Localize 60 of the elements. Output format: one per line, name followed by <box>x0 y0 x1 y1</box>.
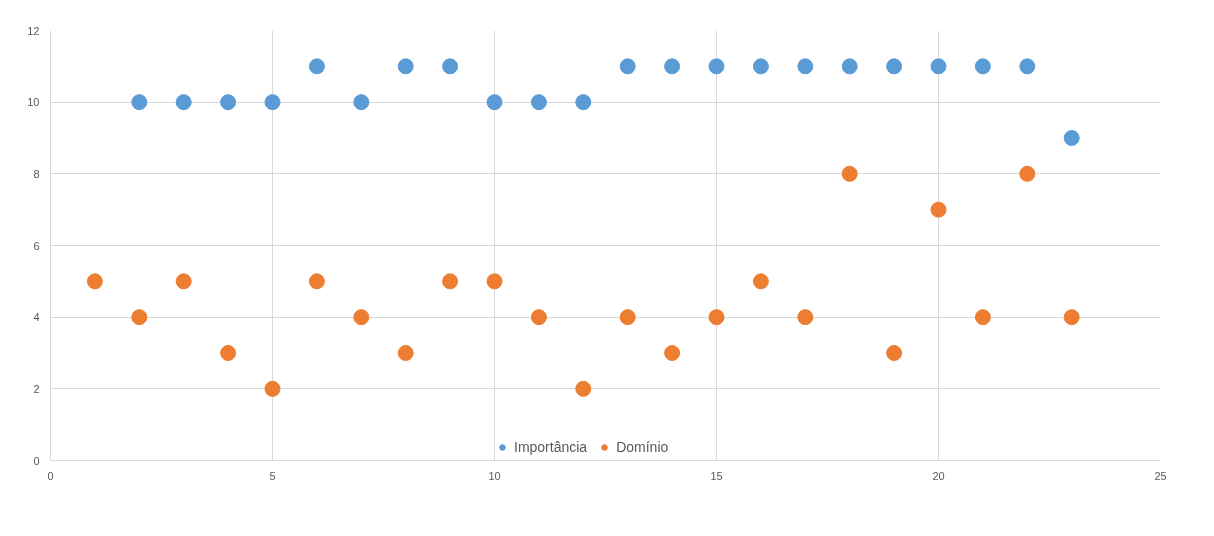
point <box>575 380 592 397</box>
y-tick-label: 6 <box>33 239 40 252</box>
point <box>264 380 281 397</box>
point <box>974 58 991 75</box>
point <box>664 58 681 75</box>
y-tick-label: 12 <box>27 24 40 37</box>
y-tick-label: 0 <box>33 454 40 467</box>
legend-label: Domínio <box>616 439 669 455</box>
y-tick-label: 8 <box>33 167 40 180</box>
point <box>619 58 636 75</box>
point <box>442 273 459 290</box>
point <box>619 309 636 326</box>
point <box>886 58 903 75</box>
point <box>353 309 370 326</box>
y-tick-label: 4 <box>33 311 40 324</box>
x-tick-label: 25 <box>1154 469 1167 482</box>
point <box>220 94 237 111</box>
point <box>708 58 725 75</box>
point <box>1019 165 1036 182</box>
point <box>397 58 414 75</box>
point <box>841 165 858 182</box>
point <box>1063 130 1080 146</box>
point <box>530 94 547 111</box>
point <box>220 345 237 361</box>
point <box>486 94 503 111</box>
point <box>397 345 414 361</box>
point <box>752 273 769 290</box>
point <box>1063 309 1080 326</box>
point <box>175 273 192 290</box>
point <box>86 273 103 290</box>
point <box>664 345 681 361</box>
point <box>353 94 370 111</box>
point <box>708 309 725 326</box>
x-tick-label: 15 <box>710 469 723 482</box>
point <box>131 309 148 326</box>
point <box>175 94 192 111</box>
point <box>752 58 769 75</box>
x-tick-label: 0 <box>47 469 54 482</box>
point <box>308 58 325 75</box>
point <box>797 309 814 326</box>
point <box>308 273 325 290</box>
x-tick-label: 20 <box>932 469 945 482</box>
point <box>442 58 459 75</box>
x-tick-label: 10 <box>488 469 501 482</box>
y-tick-label: 10 <box>27 96 40 109</box>
point <box>575 94 592 111</box>
point <box>486 273 503 290</box>
point <box>530 309 547 326</box>
point <box>797 58 814 75</box>
point <box>1019 58 1036 75</box>
point <box>264 94 281 111</box>
point <box>841 58 858 75</box>
point <box>131 94 148 111</box>
y-tick-label: 2 <box>33 382 40 395</box>
point <box>974 309 991 326</box>
point <box>930 201 947 218</box>
point <box>930 58 947 75</box>
legend-label: Importância <box>514 439 588 455</box>
point <box>886 345 903 361</box>
x-tick-label: 5 <box>269 469 276 482</box>
